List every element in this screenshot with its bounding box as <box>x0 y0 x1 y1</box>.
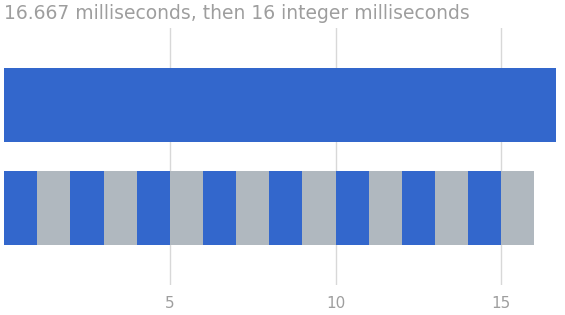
Bar <box>368 171 402 245</box>
Bar <box>170 171 203 245</box>
Bar <box>501 171 534 245</box>
Bar <box>336 171 368 245</box>
Bar <box>203 171 236 245</box>
Bar <box>4 171 37 245</box>
Bar <box>402 171 435 245</box>
Bar <box>236 171 270 245</box>
Bar <box>302 171 336 245</box>
Bar <box>435 171 468 245</box>
Bar <box>270 171 302 245</box>
Bar <box>71 171 103 245</box>
Bar <box>103 171 137 245</box>
Bar <box>37 171 71 245</box>
Bar <box>468 171 501 245</box>
Bar <box>4 68 557 142</box>
Bar <box>137 171 170 245</box>
Text: 16.667 milliseconds, then 16 integer milliseconds: 16.667 milliseconds, then 16 integer mil… <box>4 4 470 23</box>
